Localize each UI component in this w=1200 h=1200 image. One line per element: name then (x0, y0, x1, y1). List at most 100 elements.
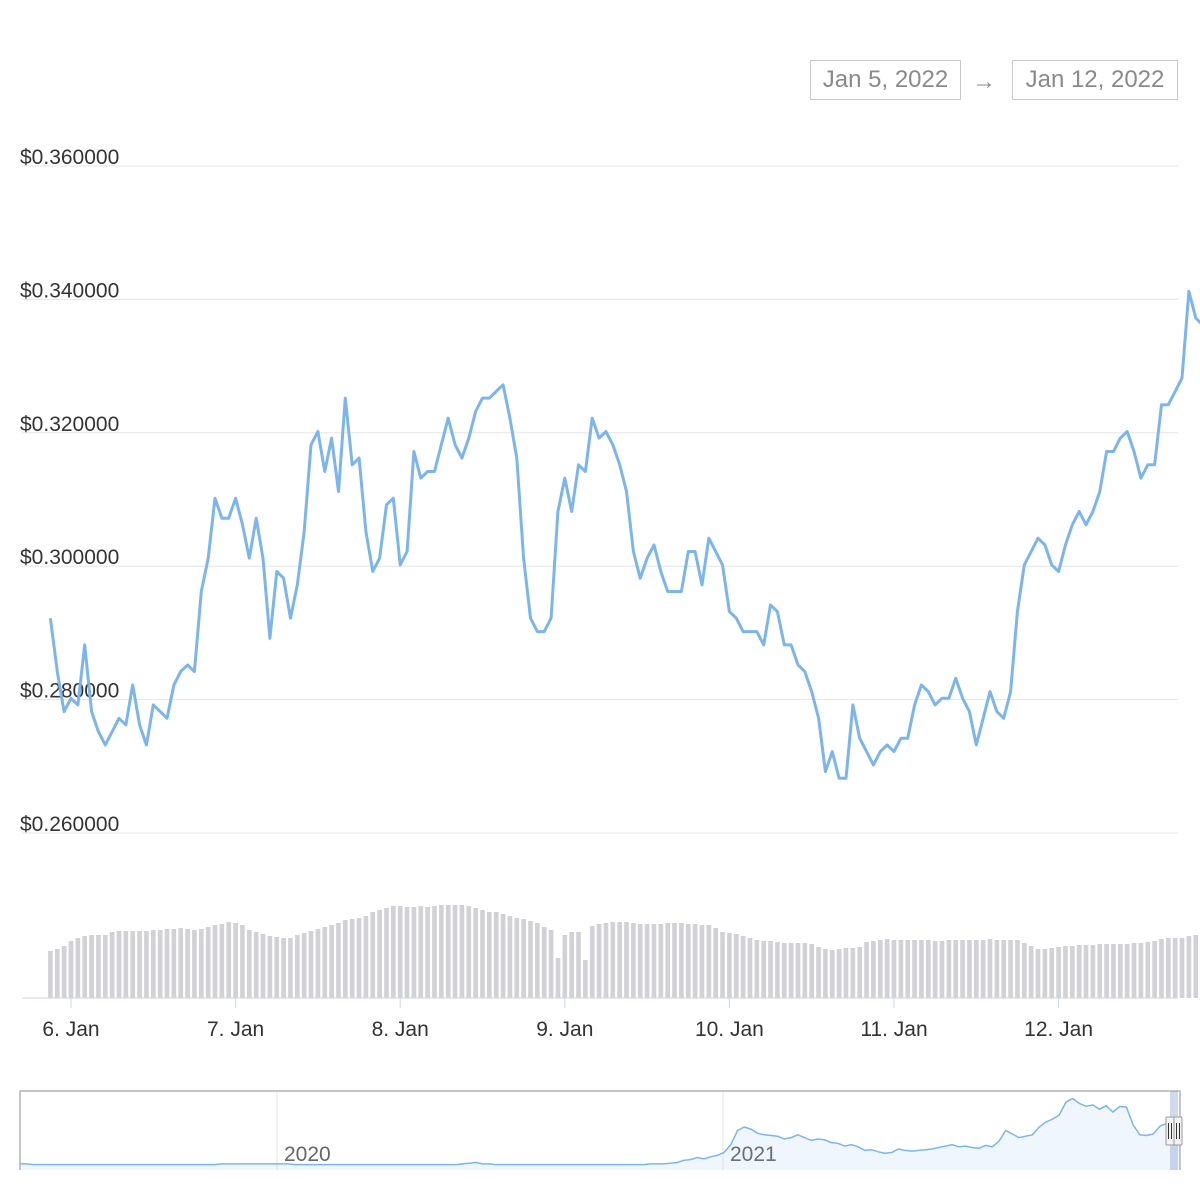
volume-bar (1152, 941, 1157, 998)
volume-bar (164, 929, 170, 998)
volume-bar (493, 912, 499, 998)
volume-bar (240, 925, 245, 998)
volume-bar (370, 912, 376, 998)
navigator-handle-left[interactable] (1165, 1116, 1175, 1146)
volume-bar (631, 923, 636, 998)
volume-bar (116, 931, 122, 998)
volume-bar (445, 905, 451, 998)
volume-bar (816, 947, 821, 998)
volume-bar (535, 923, 540, 998)
volume-bar (487, 912, 492, 998)
volume-bar (836, 949, 842, 998)
volume-bar (96, 935, 101, 998)
navigator[interactable]: 2020 2021 (19, 1090, 1183, 1170)
volume-bar (562, 935, 568, 998)
volume-bar (343, 920, 348, 998)
range-to-input[interactable]: Jan 12, 2022 (1012, 60, 1178, 100)
volume-bar (548, 930, 554, 998)
volume-bar (315, 929, 321, 998)
volume-bar (685, 924, 691, 998)
y-tick-label: $0.300000 (20, 546, 119, 569)
volume-bar (226, 922, 232, 998)
volume-bar (521, 919, 526, 998)
volume-bar (576, 932, 581, 998)
volume-bar (589, 926, 595, 998)
volume-bar (706, 925, 712, 998)
volume-bar (960, 940, 965, 998)
volume-bar (644, 924, 650, 998)
volume-bar (150, 930, 156, 998)
volume-bar (1117, 944, 1123, 998)
range-from-input[interactable]: Jan 5, 2022 (810, 60, 961, 100)
volume-bar (322, 927, 328, 998)
volume-bar (843, 948, 849, 998)
grid (22, 165, 1178, 834)
x-tick-label: 7. Jan (207, 1018, 264, 1041)
navigator-handle-right[interactable] (1173, 1116, 1183, 1146)
volume-bar (610, 922, 616, 998)
volume-bar (658, 924, 664, 998)
y-tick-label: $0.320000 (20, 413, 119, 436)
volume-bar (452, 905, 458, 998)
volume-bar (102, 935, 108, 998)
volume-bar (1138, 943, 1144, 998)
volume-bar (932, 941, 938, 998)
volume-bar (336, 923, 341, 998)
volume-bar (1104, 944, 1109, 998)
volume-bar (349, 919, 355, 998)
volume-bar (130, 931, 136, 998)
volume-bar (425, 907, 430, 998)
volume-bar (1124, 944, 1130, 998)
volume-bar (651, 924, 657, 998)
volume-bar (480, 910, 485, 998)
x-axis: 6. Jan 7. Jan 8. Jan 9. Jan 10. Jan 11. Jan 12… (22, 997, 1178, 1041)
volume-bar (994, 940, 1000, 998)
volume-bar (781, 943, 787, 998)
volume-bar (233, 923, 238, 998)
x-tick-label: 11. Jan (860, 1018, 927, 1041)
volume-bar (939, 941, 945, 998)
volume-bar (68, 941, 74, 998)
volume-bar (363, 916, 369, 998)
volume-bar (953, 940, 959, 998)
volume-bar (809, 944, 815, 998)
volume-bar (884, 939, 890, 998)
y-axis: $0.260000 $0.280000 $0.300000 $0.320000 $0.3… (20, 146, 119, 836)
volume-bar (795, 943, 801, 998)
volume-bar (1083, 945, 1089, 998)
volume-bar (1028, 946, 1034, 998)
volume-bar (288, 938, 293, 998)
volume-bar (788, 943, 794, 998)
y-tick-label: $0.360000 (20, 146, 119, 169)
volume-bar (157, 930, 163, 998)
volume-bar (528, 921, 533, 998)
volume-bar (555, 958, 561, 998)
navigator-line (20, 1097, 1181, 1166)
price-line[interactable] (48, 289, 1200, 780)
volume-bar (219, 924, 225, 998)
volume-bar (1172, 938, 1178, 998)
volume-bar (1001, 940, 1007, 998)
volume-bar (541, 927, 547, 998)
volume-bar (123, 931, 129, 998)
volume-bar (1090, 945, 1096, 998)
volume-bar (864, 942, 869, 998)
volume-bar (466, 906, 472, 998)
volume-bar (1042, 949, 1048, 998)
volume-bar (418, 906, 424, 998)
volume-bar (48, 951, 53, 998)
volume-bar (404, 907, 410, 998)
volume-bar (439, 905, 444, 998)
volume-bar (980, 940, 986, 998)
volume-bar (459, 905, 465, 998)
volume-bar (1035, 949, 1041, 998)
volume-bar (905, 940, 911, 998)
volume-bar (473, 908, 478, 998)
volume-bar (946, 940, 952, 998)
navigator-area (20, 1098, 1180, 1170)
volume-bar (1186, 936, 1192, 998)
volume-bar (75, 938, 81, 998)
volume-bar (109, 932, 115, 998)
volume-bar (1063, 946, 1068, 998)
